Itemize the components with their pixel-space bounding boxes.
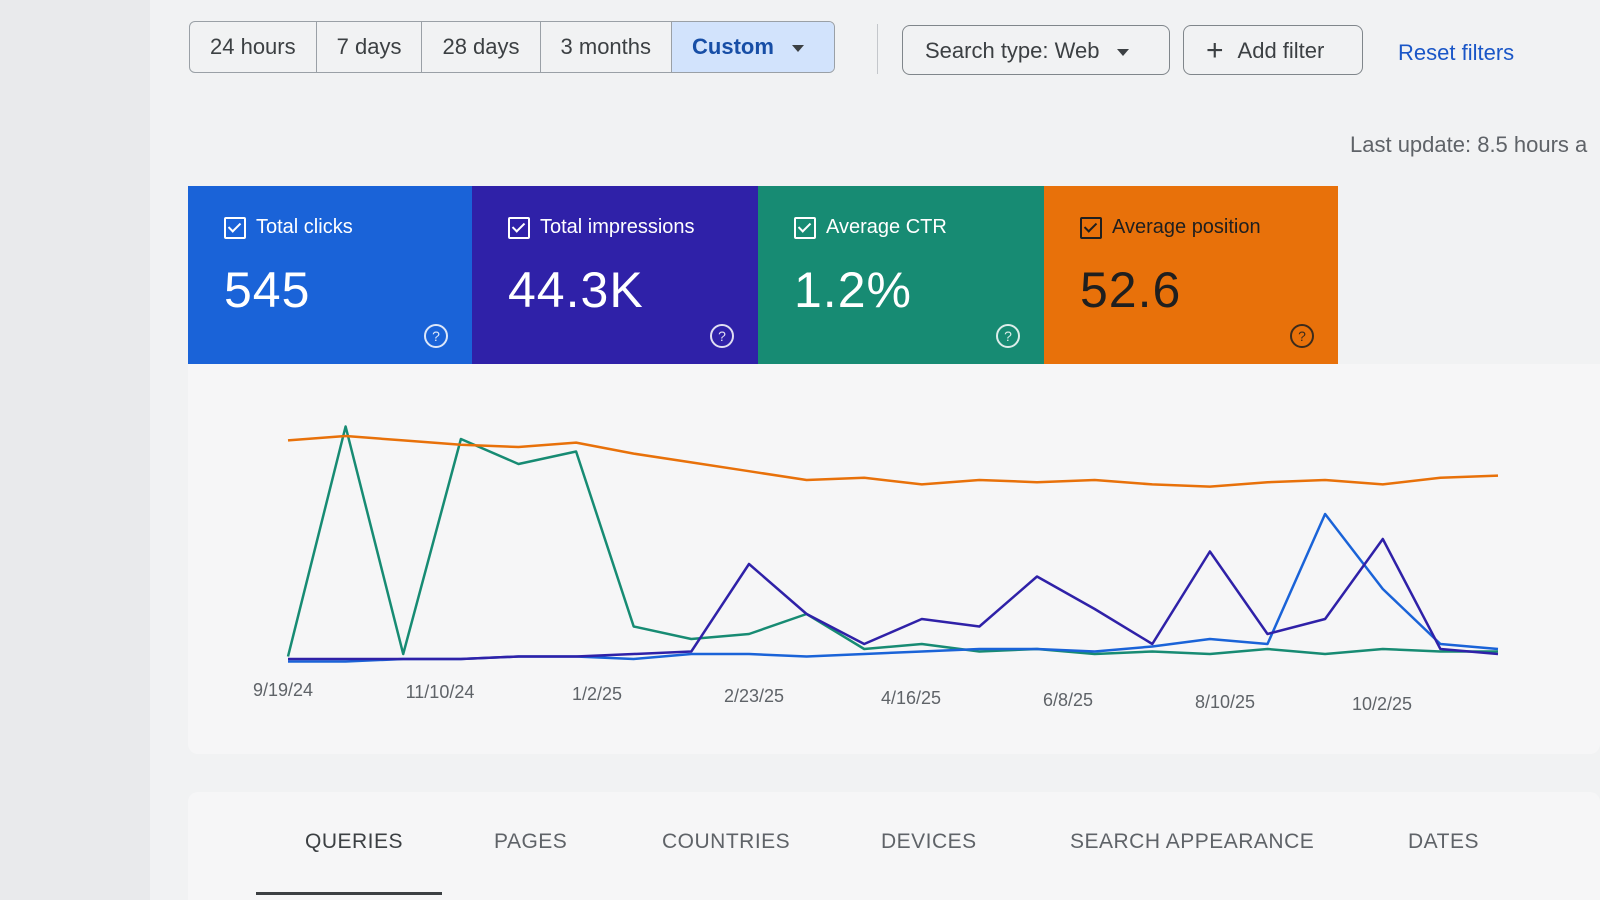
chart-card [188,364,1600,754]
metric-value: 545 [224,262,311,318]
x-tick-label: 1/2/25 [572,684,622,704]
tab-search-appearance[interactable]: SEARCH APPEARANCE [1070,830,1315,853]
metric-label: Average CTR [826,216,947,238]
metric-label: Average position [1112,216,1261,238]
toolbar-divider [877,24,878,74]
metric-card-total-impressions[interactable]: Total impressions 44.3K ? [472,186,758,364]
metric-label: Total impressions [540,216,695,238]
series-line-total-impressions [288,537,1499,661]
x-tick-label: 11/10/24 [406,682,475,702]
metric-card-average-ctr[interactable]: Average CTR 1.2% ? [758,186,1044,364]
add-filter-button[interactable]: + Add filter [1183,25,1363,75]
checkbox-icon[interactable] [794,216,816,239]
series-line-total-clicks [288,512,1499,663]
tab-queries[interactable]: QUERIES [305,830,404,853]
last-update-text: Last update: 8.5 hours a [1350,132,1588,157]
active-tab-indicator [256,892,442,895]
x-tick-label: 4/16/25 [881,688,941,708]
tabs-panel [188,792,1600,900]
metric-card-total-clicks[interactable]: Total clicks 545 ? [188,186,472,364]
help-icon[interactable]: ? [710,324,734,348]
metric-value: 52.6 [1080,262,1182,318]
metric-cards: Total clicks 545 ? Total impressions 44.… [188,186,1338,364]
series-line-average-ctr [286,425,1498,657]
range-3-months-button[interactable]: 3 months [541,22,673,72]
metric-value: 1.2% [794,262,912,318]
range-24-hours-button[interactable]: 24 hours [190,22,317,72]
metric-card-average-position[interactable]: Average position 52.6 ? [1044,186,1338,364]
search-type-dropdown[interactable]: Search type: Web [902,25,1170,75]
metric-label: Total clicks [256,216,353,238]
help-icon[interactable]: ? [996,324,1020,348]
x-tick-label: 9/19/24 [253,680,313,700]
tab-pages[interactable]: PAGES [494,830,568,853]
x-tick-label: 8/10/25 [1195,692,1255,712]
add-filter-label: Add filter [1237,38,1325,63]
series-line-average-position [287,434,1499,488]
checkbox-icon[interactable] [1080,216,1102,239]
chevron-down-icon [791,44,804,52]
plus-icon: + [1206,34,1224,67]
range-28-days-button[interactable]: 28 days [422,22,541,72]
date-range-selector: 24 hours 7 days 28 days 3 months Custom [189,21,835,73]
x-tick-label: 10/2/25 [1352,694,1412,714]
tab-dates[interactable]: DATES [1408,830,1479,853]
tab-devices[interactable]: DEVICES [881,830,977,853]
tab-countries[interactable]: COUNTRIES [662,830,791,853]
help-icon[interactable]: ? [424,324,448,348]
checkbox-icon[interactable] [508,216,530,239]
performance-chart: 9/19/24 11/10/24 1/2/25 2/23/25 4/16/25 6/8/2… [253,425,1499,714]
reset-filters-link[interactable]: Reset filters [1398,40,1515,65]
range-7-days-button[interactable]: 7 days [317,22,423,72]
help-icon[interactable]: ? [1290,324,1314,348]
chevron-down-icon [1117,48,1130,56]
range-custom-label: Custom [692,34,774,59]
checkbox-icon[interactable] [224,216,246,239]
search-type-label: Search type: Web [925,38,1100,63]
x-tick-label: 6/8/25 [1043,690,1093,710]
range-custom-button[interactable]: Custom [672,22,834,72]
metric-value: 44.3K [508,262,644,318]
x-tick-label: 2/23/25 [724,686,784,706]
